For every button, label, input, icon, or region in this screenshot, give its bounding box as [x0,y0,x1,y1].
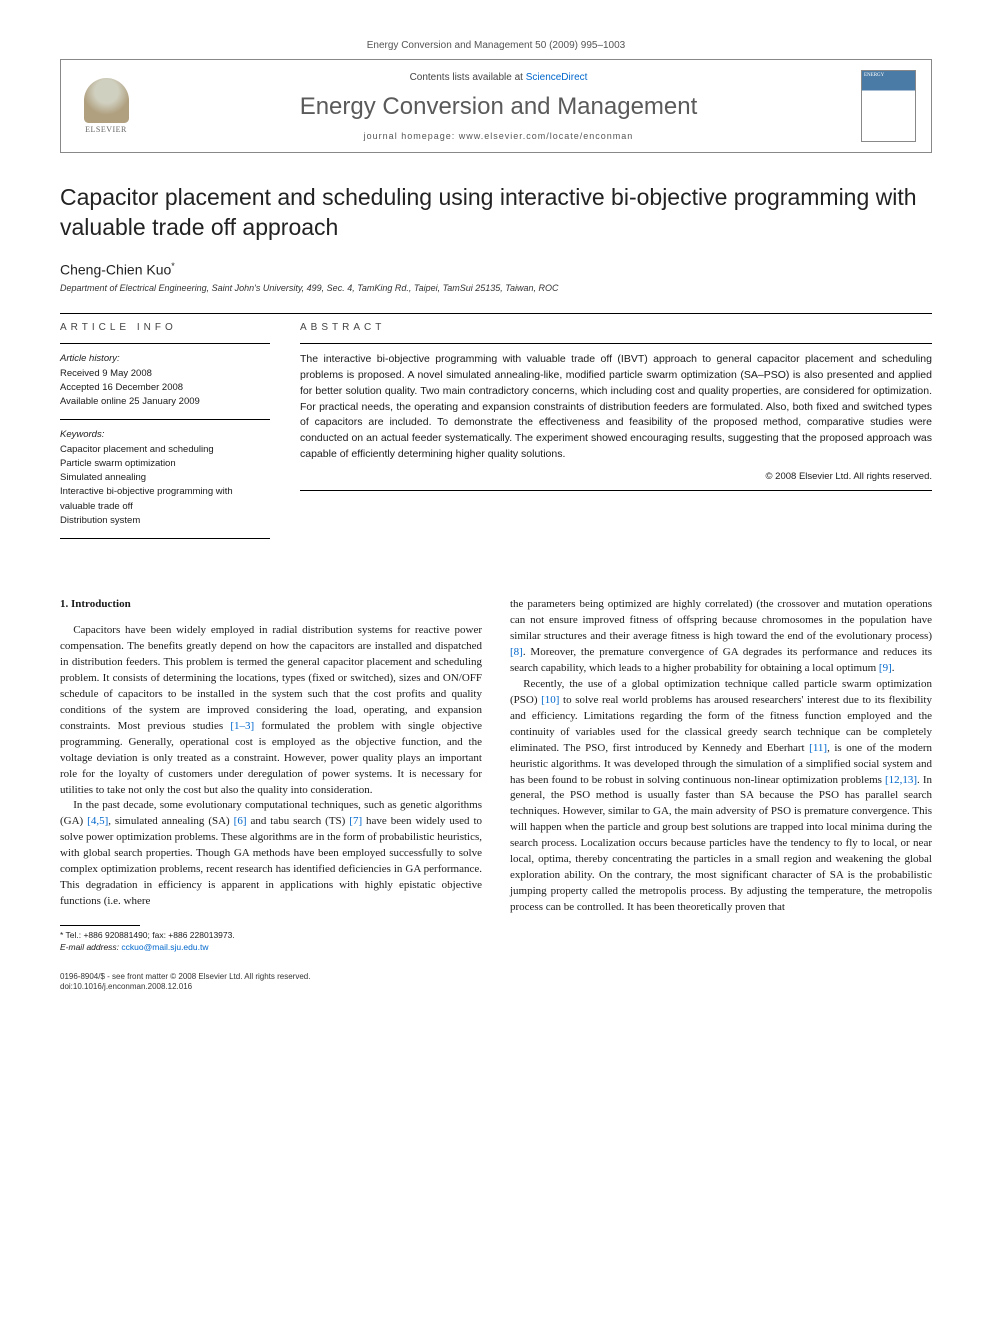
page-footer: 0196-8904/$ - see front matter © 2008 El… [60,972,932,993]
contents-prefix: Contents lists available at [410,72,526,83]
journal-header-box: ELSEVIER Contents lists available at Sci… [60,59,932,153]
journal-reference: Energy Conversion and Management 50 (200… [60,40,932,51]
info-abstract-row: ARTICLE INFO Article history: Received 9… [60,322,932,547]
abstract-divider-bottom [300,490,932,491]
journal-cover-thumbnail: ENERGY [861,70,916,142]
ref-link-8[interactable]: [8] [510,646,523,658]
ref-link-10[interactable]: [10] [541,694,559,706]
email-label: E-mail address: [60,942,121,952]
sciencedirect-link[interactable]: ScienceDirect [526,72,588,83]
article-info-col: ARTICLE INFO Article history: Received 9… [60,322,270,547]
info-divider-3 [60,538,270,539]
footnote-email: E-mail address: cckuo@mail.sju.edu.tw [60,942,482,954]
paper-page: Energy Conversion and Management 50 (200… [0,0,992,1033]
body-col-right: the parameters being optimized are highl… [510,597,932,954]
homepage-url: www.elsevier.com/locate/enconman [459,131,634,141]
abstract-copyright: © 2008 Elsevier Ltd. All rights reserved… [300,471,932,482]
available-date: Available online 25 January 2009 [60,395,270,409]
intro-p2: In the past decade, some evolutionary co… [60,798,482,910]
article-history: Article history: Received 9 May 2008 Acc… [60,352,270,409]
section-1-heading: 1. Introduction [60,597,482,613]
body-columns: 1. Introduction Capacitors have been wid… [60,597,932,954]
email-link[interactable]: cckuo@mail.sju.edu.tw [121,942,208,952]
abstract-text: The interactive bi-objective programming… [300,352,932,462]
p2-text-d: have been widely used to solve power opt… [60,815,482,907]
author-marker: * [171,261,175,271]
ref-link-6[interactable]: [6] [234,815,247,827]
elsevier-tree-icon [84,78,129,123]
c2p1-a: the parameters being optimized are highl… [510,598,932,642]
footnote-contact: * Tel.: +886 920881490; fax: +886 228013… [60,930,482,942]
ref-link-11[interactable]: [11] [809,742,827,754]
ref-link-9[interactable]: [9] [879,662,892,674]
contents-available: Contents lists available at ScienceDirec… [136,72,861,83]
col2-p2: Recently, the use of a global optimizati… [510,677,932,916]
ref-link-4-5[interactable]: [4,5] [87,815,108,827]
article-info-heading: ARTICLE INFO [60,322,270,333]
history-label: Article history: [60,352,270,366]
keywords-label: Keywords: [60,428,270,442]
affiliation: Department of Electrical Engineering, Sa… [60,283,932,293]
elsevier-logo: ELSEVIER [76,74,136,139]
abstract-col: ABSTRACT The interactive bi-objective pr… [300,322,932,547]
info-divider-2 [60,419,270,420]
received-date: Received 9 May 2008 [60,367,270,381]
p1-text-a: Capacitors have been widely employed in … [60,624,482,732]
abstract-divider-top [300,343,932,344]
c2p2-d: . In general, the PSO method is usually … [510,774,932,914]
article-title: Capacitor placement and scheduling using… [60,183,932,243]
keywords-block: Keywords: Capacitor placement and schedu… [60,428,270,528]
author-name: Cheng-Chien Kuo* [60,261,932,278]
info-divider-1 [60,343,270,344]
abstract-heading: ABSTRACT [300,322,932,333]
accepted-date: Accepted 16 December 2008 [60,381,270,395]
c2p1-c: . [892,662,895,674]
footnote-separator [60,925,140,926]
elsevier-label: ELSEVIER [85,125,127,134]
ref-link-7[interactable]: [7] [349,815,362,827]
keyword-1: Particle swarm optimization [60,457,270,471]
body-col-left: 1. Introduction Capacitors have been wid… [60,597,482,954]
keyword-0: Capacitor placement and scheduling [60,443,270,457]
keyword-3: Interactive bi-objective programming wit… [60,485,270,514]
journal-homepage: journal homepage: www.elsevier.com/locat… [136,131,861,141]
cover-title: ENERGY [864,73,884,79]
author-text: Cheng-Chien Kuo [60,261,171,277]
header-center: Contents lists available at ScienceDirec… [136,72,861,141]
intro-p1: Capacitors have been widely employed in … [60,623,482,798]
p2-text-c: and tabu search (TS) [247,815,350,827]
top-divider [60,313,932,314]
p2-text-b: , simulated annealing (SA) [108,815,233,827]
footer-doi: doi:10.1016/j.enconman.2008.12.016 [60,982,932,992]
journal-name: Energy Conversion and Management [136,93,861,121]
keyword-4: Distribution system [60,514,270,528]
ref-link-1-3[interactable]: [1–3] [230,720,254,732]
homepage-prefix: journal homepage: [364,131,459,141]
footer-issn: 0196-8904/$ - see front matter © 2008 El… [60,972,932,982]
c2p1-b: . Moreover, the premature convergence of… [510,646,932,674]
col2-p1: the parameters being optimized are highl… [510,597,932,677]
ref-link-12-13[interactable]: [12,13] [885,774,917,786]
keyword-2: Simulated annealing [60,471,270,485]
